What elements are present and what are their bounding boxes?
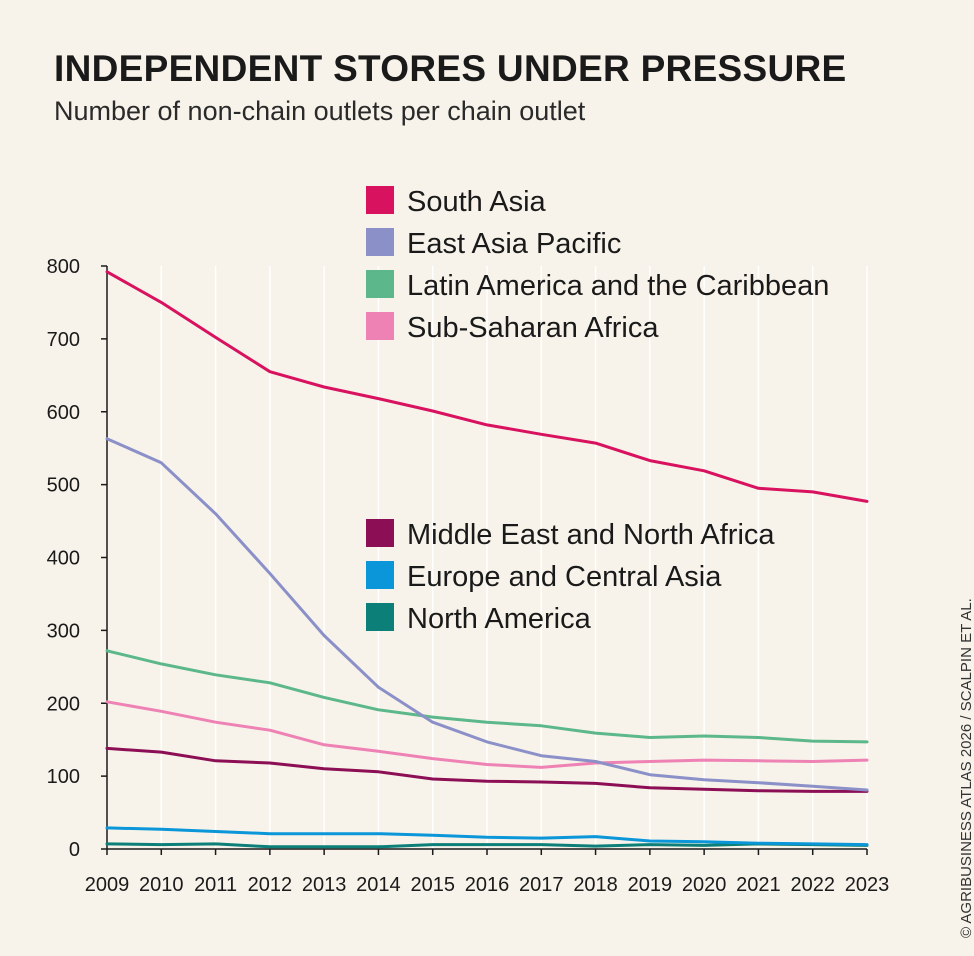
x-tick-label-2019: 2019 — [628, 874, 673, 896]
series-line-latin-america-and-the-caribbean — [105, 649, 869, 744]
x-tick-label-2017: 2017 — [519, 874, 564, 896]
y-tick-label-400: 400 — [47, 548, 80, 570]
legend-swatch-latin-america-and-the-caribbean — [366, 270, 394, 298]
x-tick-label-2023: 2023 — [845, 874, 890, 896]
legend-swatch-europe-and-central-asia — [366, 561, 394, 589]
series-line-south-asia — [105, 270, 869, 503]
chart-subtitle: Number of non-chain outlets per chain ou… — [54, 96, 586, 126]
legend-swatch-south-asia — [366, 186, 394, 214]
source-credit: © AGRIBUSINESS ATLAS 2026 / SCALPIN ET A… — [958, 598, 974, 938]
legend-label-east-asia-pacific: East Asia Pacific — [407, 228, 621, 260]
x-tick-label-2018: 2018 — [573, 874, 618, 896]
series-lines — [105, 270, 869, 849]
legend-label-europe-and-central-asia: Europe and Central Asia — [407, 561, 722, 593]
x-tick-label-2011: 2011 — [194, 874, 237, 896]
legend-label-latin-america-and-the-caribbean: Latin America and the Caribbean — [407, 270, 829, 302]
series-line-east-asia-pacific — [105, 437, 869, 792]
y-tick-label-800: 800 — [47, 256, 80, 278]
legend-label-south-asia: South Asia — [407, 186, 547, 218]
x-tick-label-2009: 2009 — [85, 874, 130, 896]
y-tick-label-200: 200 — [47, 693, 80, 715]
legend: South Asia East Asia Pacific Latin America… — [366, 186, 829, 635]
legend-label-north-america: North America — [407, 603, 592, 635]
y-tick-label-600: 600 — [47, 402, 80, 424]
chart-title: INDEPENDENT STORES UNDER PRESSURE — [54, 48, 847, 89]
x-tick-label-2010: 2010 — [139, 874, 184, 896]
x-tick-label-2016: 2016 — [465, 874, 510, 896]
legend-swatch-middle-east-and-north-africa — [366, 519, 394, 547]
legend-swatch-north-america — [366, 603, 394, 631]
y-tick-label-100: 100 — [47, 766, 80, 788]
legend-label-middle-east-and-north-africa: Middle East and North Africa — [407, 519, 775, 551]
series-line-middle-east-and-north-africa — [105, 746, 869, 793]
x-tick-label-2021: 2021 — [736, 874, 781, 896]
y-tick-label-700: 700 — [47, 329, 80, 351]
legend-swatch-east-asia-pacific — [366, 228, 394, 256]
y-tick-label-500: 500 — [47, 475, 80, 497]
series-line-sub-saharan-africa — [105, 700, 869, 769]
x-tick-label-2022: 2022 — [790, 874, 835, 896]
y-axis: 0 100 200 300 400 500 600 700 800 — [47, 256, 108, 861]
series-line-north-america — [105, 842, 869, 849]
legend-label-sub-saharan-africa: Sub-Saharan Africa — [407, 312, 659, 344]
grid-lines — [160, 266, 868, 849]
y-tick-label-0: 0 — [69, 839, 80, 861]
y-tick-label-300: 300 — [47, 620, 80, 642]
x-tick-label-2015: 2015 — [410, 874, 455, 896]
x-axis: 2009 2010 2011 2012 2013 2014 2015 2016 2017 2018… — [85, 848, 890, 896]
x-tick-label-2014: 2014 — [356, 874, 401, 896]
x-tick-label-2013: 2013 — [302, 874, 347, 896]
legend-swatch-sub-saharan-africa — [366, 312, 394, 340]
series-line-europe-and-central-asia — [105, 826, 869, 847]
x-tick-label-2020: 2020 — [682, 874, 727, 896]
x-tick-label-2012: 2012 — [248, 874, 293, 896]
